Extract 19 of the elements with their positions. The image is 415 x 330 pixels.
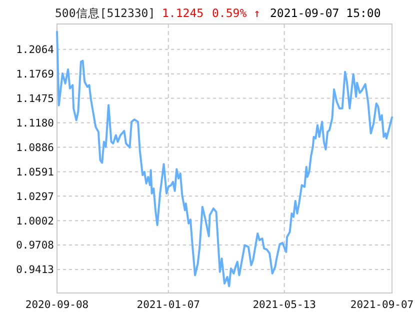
x-tick-label: 2021-05-13: [252, 299, 316, 311]
y-tick-label: 1.1180: [16, 117, 54, 130]
x-tick-label: 2020-09-08: [25, 299, 89, 311]
y-tick-label: 1.0591: [16, 166, 54, 178]
text: 1.1245: [162, 6, 204, 20]
chart-title: 500信息[512330]: [55, 6, 156, 20]
y-tick-label: 0.9708: [16, 240, 54, 252]
text: 0.59% ↑: [212, 6, 260, 20]
y-tick-label: 0.9413: [16, 264, 54, 276]
line-series: [56, 30, 393, 288]
text: 2021-09-07 15:00: [270, 6, 381, 20]
y-tick-label: 1.0886: [16, 142, 54, 154]
x-tick-label: 2021-01-07: [136, 299, 200, 311]
y-tick-label: 1.0297: [16, 190, 54, 203]
y-tick-label: 1.1475: [16, 92, 54, 105]
x-tick-label: 2021-09-07: [350, 299, 414, 311]
y-tick-label: 1.1769: [16, 68, 54, 81]
y-tick-label: 1.2064: [16, 44, 54, 56]
y-tick-label: 1.0002: [16, 215, 54, 228]
